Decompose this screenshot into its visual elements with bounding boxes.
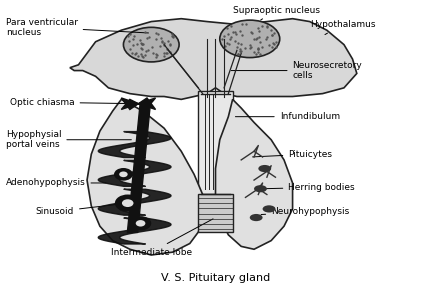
Text: Supraoptic nucleus: Supraoptic nucleus <box>232 6 319 20</box>
Text: Neurosecretory
cells: Neurosecretory cells <box>230 61 362 80</box>
Text: Adenohypophysis: Adenohypophysis <box>6 178 105 187</box>
Ellipse shape <box>249 214 262 221</box>
Text: Infundibulum: Infundibulum <box>235 112 339 121</box>
Circle shape <box>122 199 133 207</box>
Text: Pituicytes: Pituicytes <box>252 150 332 159</box>
Circle shape <box>119 171 127 177</box>
Ellipse shape <box>258 165 270 172</box>
Text: Optic chiasma: Optic chiasma <box>10 98 135 107</box>
FancyBboxPatch shape <box>198 91 232 194</box>
Ellipse shape <box>262 205 275 212</box>
Polygon shape <box>87 100 202 255</box>
Text: Herring bodies: Herring bodies <box>265 183 354 192</box>
Text: Hypophysial
portal veins: Hypophysial portal veins <box>6 130 131 150</box>
Ellipse shape <box>123 27 179 62</box>
Text: Sinusoid: Sinusoid <box>36 203 125 216</box>
Circle shape <box>115 194 140 212</box>
Ellipse shape <box>219 20 279 58</box>
Circle shape <box>135 220 145 227</box>
Polygon shape <box>70 19 356 100</box>
Text: Neurohypophysis: Neurohypophysis <box>261 207 349 216</box>
Circle shape <box>129 216 151 230</box>
Polygon shape <box>215 100 292 249</box>
Polygon shape <box>121 98 155 109</box>
Ellipse shape <box>253 185 266 192</box>
Text: V. S. Pituitary gland: V. S. Pituitary gland <box>160 273 270 283</box>
Polygon shape <box>121 98 155 109</box>
Polygon shape <box>198 194 232 232</box>
Circle shape <box>114 168 132 181</box>
Text: Hypothalamus: Hypothalamus <box>309 20 375 35</box>
Text: Para ventricular
nucleus: Para ventricular nucleus <box>6 18 148 37</box>
Text: Intermediate lobe: Intermediate lobe <box>111 219 212 257</box>
